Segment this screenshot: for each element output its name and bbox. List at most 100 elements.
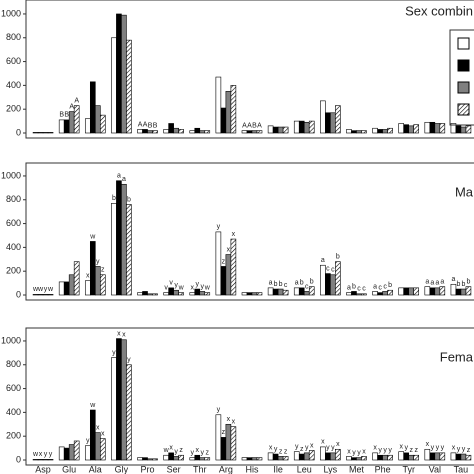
value-label: x bbox=[232, 419, 236, 426]
value-label: x bbox=[321, 439, 325, 446]
value-label: A bbox=[257, 122, 262, 129]
bar bbox=[308, 450, 315, 461]
value-label: w bbox=[32, 286, 39, 293]
value-label: b bbox=[300, 280, 304, 287]
value-label: b bbox=[336, 254, 340, 261]
value-label: A bbox=[138, 121, 143, 128]
bar bbox=[215, 414, 222, 461]
bar bbox=[37, 294, 44, 296]
bar bbox=[32, 294, 39, 296]
value-label: B bbox=[64, 112, 69, 119]
bar bbox=[189, 457, 196, 461]
bar bbox=[293, 287, 300, 296]
bar bbox=[434, 287, 441, 296]
value-label: y bbox=[127, 357, 131, 364]
bar bbox=[42, 459, 49, 461]
y-tick-label: 200 bbox=[6, 104, 21, 114]
bar bbox=[455, 288, 462, 296]
value-label: a bbox=[373, 283, 377, 290]
bar bbox=[121, 339, 127, 461]
bar bbox=[267, 125, 274, 134]
value-label: y bbox=[274, 446, 278, 453]
value-label: y bbox=[49, 451, 53, 458]
bar bbox=[116, 180, 122, 296]
bar bbox=[58, 281, 65, 296]
panel-frame bbox=[25, 327, 474, 466]
bar bbox=[173, 456, 179, 461]
bar bbox=[413, 287, 420, 296]
bar bbox=[194, 288, 201, 296]
panel-title: Fema bbox=[440, 349, 474, 364]
value-label: y bbox=[462, 446, 466, 453]
bar bbox=[225, 91, 232, 134]
legend-swatch bbox=[457, 59, 470, 72]
bar bbox=[308, 120, 315, 134]
bar bbox=[361, 130, 367, 134]
x-tick-label: Glu bbox=[62, 464, 76, 474]
value-label: c bbox=[357, 286, 361, 293]
bar bbox=[173, 127, 179, 134]
value-label: b bbox=[388, 282, 392, 289]
value-label: x bbox=[169, 445, 173, 452]
bar bbox=[68, 111, 75, 134]
bar bbox=[142, 291, 148, 296]
bar bbox=[220, 437, 227, 461]
bar bbox=[194, 454, 201, 461]
value-label: z bbox=[279, 448, 283, 455]
x-tick-label: Tau bbox=[454, 464, 469, 474]
bar bbox=[215, 76, 222, 134]
bar bbox=[439, 452, 446, 461]
value-label: z bbox=[222, 429, 226, 436]
bar bbox=[351, 457, 357, 461]
bar bbox=[58, 446, 65, 461]
bar bbox=[272, 453, 279, 461]
bar bbox=[325, 273, 331, 296]
legend-box bbox=[449, 29, 474, 126]
bar bbox=[111, 357, 117, 461]
bar bbox=[346, 456, 352, 461]
bar bbox=[282, 456, 289, 461]
bar bbox=[413, 454, 420, 461]
value-label: y bbox=[388, 447, 392, 454]
bar bbox=[303, 291, 310, 296]
bar bbox=[251, 292, 258, 296]
legend-swatch bbox=[457, 81, 470, 94]
bar bbox=[89, 409, 96, 461]
y-tick-label: 800 bbox=[6, 359, 21, 369]
bar bbox=[73, 261, 80, 296]
bar bbox=[424, 286, 431, 296]
value-label: x bbox=[96, 424, 100, 431]
value-label: b bbox=[279, 281, 283, 288]
value-label: A bbox=[247, 122, 252, 129]
value-label: A bbox=[74, 97, 79, 104]
bar bbox=[298, 120, 305, 134]
bar bbox=[377, 454, 383, 461]
bar bbox=[42, 294, 49, 296]
bar bbox=[382, 454, 388, 461]
value-label: A bbox=[143, 121, 148, 128]
bar bbox=[126, 364, 132, 461]
value-label: y bbox=[201, 449, 205, 456]
bar bbox=[450, 283, 457, 296]
value-label: y bbox=[295, 444, 299, 451]
bar bbox=[168, 452, 174, 461]
value-label: y bbox=[352, 449, 356, 456]
value-label: y bbox=[431, 445, 435, 452]
bar bbox=[465, 125, 472, 134]
bar bbox=[346, 292, 352, 296]
bar bbox=[460, 126, 467, 134]
value-label: y bbox=[326, 445, 330, 452]
bar bbox=[387, 454, 393, 461]
value-label: v bbox=[169, 280, 173, 287]
bar bbox=[178, 292, 184, 296]
bar bbox=[47, 459, 54, 461]
value-label: x bbox=[373, 445, 377, 452]
bar bbox=[325, 452, 331, 461]
bar bbox=[424, 448, 431, 461]
value-label: x bbox=[101, 430, 105, 437]
bar bbox=[142, 129, 148, 134]
bar bbox=[465, 286, 472, 296]
value-label: z bbox=[206, 449, 210, 456]
